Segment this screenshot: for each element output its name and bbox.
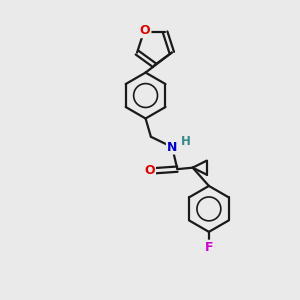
Text: O: O [140,24,151,37]
Text: F: F [205,241,213,254]
Text: N: N [167,141,177,154]
Text: H: H [181,135,191,148]
Text: O: O [144,164,155,177]
